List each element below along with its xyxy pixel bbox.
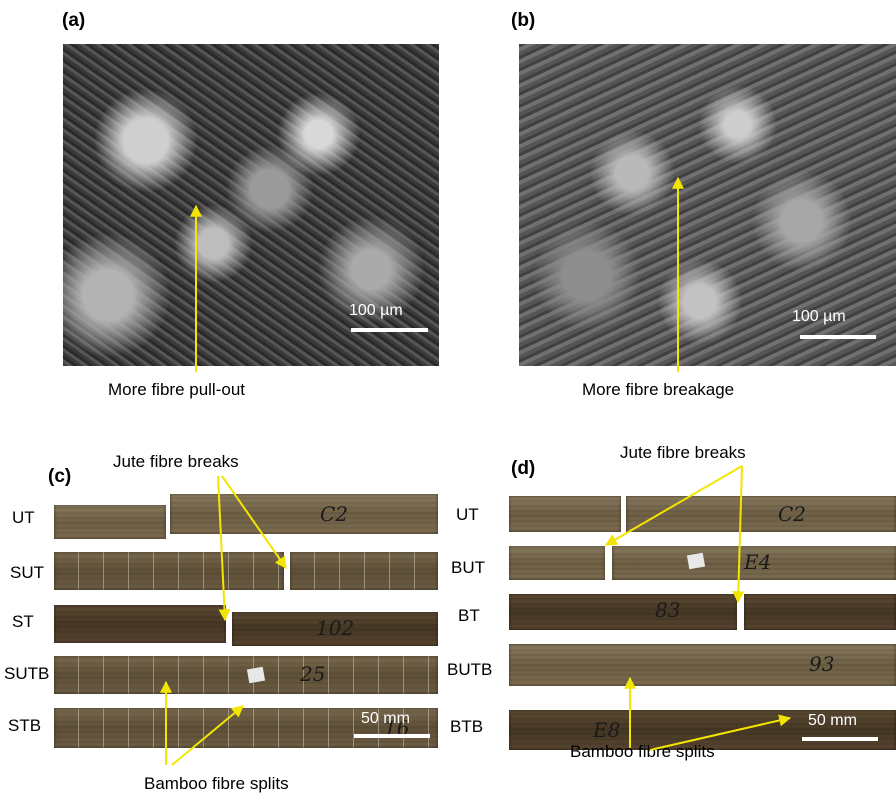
scale-bar-d (802, 737, 878, 741)
specimen-d-ut-right: C2 (626, 496, 896, 532)
specimen-mark-d-bt: 83 (655, 598, 681, 622)
jute-note-c: Jute fibre breaks (113, 452, 239, 471)
specimen-mark-d-ut: C2 (778, 502, 807, 526)
specimen-d-but-left (509, 546, 605, 580)
row-label-d-5: BTB (450, 717, 484, 736)
specimen-d-but-right: E4 (612, 546, 896, 580)
arrow-jute-c-st (217, 475, 231, 622)
scale-bar-b (800, 335, 876, 339)
row-label-d-2: BUT (451, 558, 485, 577)
specimen-d-btb: E8 (509, 710, 896, 750)
scale-bar-label-c: 50 mm (361, 710, 410, 727)
row-label-c-1: UT (12, 508, 35, 527)
bamboo-note-d: Bamboo fibre splits (570, 742, 715, 761)
arrow-bamboo-d-btb (649, 714, 792, 751)
row-label-d-3: BT (458, 606, 480, 625)
specimen-mark-d-butb: 93 (809, 652, 835, 676)
panel-b-label: (b) (511, 10, 536, 31)
scale-bar-a (351, 328, 428, 332)
row-label-c-2: SUT (10, 563, 44, 582)
panel-a-label: (a) (62, 10, 86, 31)
specimen-c-ut-left (54, 505, 166, 539)
row-label-d-4: BUTB (447, 660, 493, 679)
specimen-mark-d-btb: E8 (593, 718, 621, 742)
jute-note-d: Jute fibre breaks (620, 443, 746, 462)
specimen-d-ut-left (509, 496, 621, 532)
caption-b: More fibre breakage (582, 380, 735, 399)
caption-a: More fibre pull-out (108, 380, 246, 399)
specimen-mark-c-sutb: 25 (300, 662, 326, 686)
specimen-mark-d-but: E4 (744, 550, 772, 574)
arrow-jute-c-sut (221, 475, 287, 569)
specimen-d-butb: 93 (509, 644, 896, 686)
specimen-c-st-right: 102 (232, 612, 438, 646)
specimen-d-bt-right (744, 594, 896, 630)
row-label-c-5: STB (8, 716, 42, 735)
specimen-mark-c-st: 102 (316, 616, 355, 640)
panel-c-label: (c) (48, 466, 72, 487)
scale-bar-label-d: 50 mm (808, 712, 857, 729)
specimen-c-sutb: 25 (54, 656, 438, 694)
row-label-c-3: ST (12, 612, 34, 631)
specimen-d-bt-left: 83 (509, 594, 737, 630)
row-label-c-4: SUTB (4, 664, 50, 683)
scale-bar-c (354, 734, 430, 738)
arrow-jute-d-but (604, 465, 743, 546)
bamboo-note-c: Bamboo fibre splits (144, 774, 289, 793)
row-label-d-1: UT (456, 505, 479, 524)
specimen-c-sut-right (290, 552, 438, 590)
scale-bar-label-b: 100 µm (792, 308, 846, 325)
specimen-mark-c-ut: C2 (320, 502, 349, 526)
specimen-c-sut-left (54, 552, 284, 590)
scale-bar-label-a: 100 µm (349, 302, 403, 319)
specimen-c-st-left (54, 605, 226, 643)
panel-d-label: (d) (511, 458, 536, 479)
arrow-jute-d-bt (732, 465, 745, 604)
specimen-c-ut-right: C2 (170, 494, 438, 534)
sem-image-a: 100 µm (63, 44, 439, 366)
arrow-bamboo-c-stb (171, 705, 244, 766)
sem-image-b: 100 µm (519, 44, 896, 366)
